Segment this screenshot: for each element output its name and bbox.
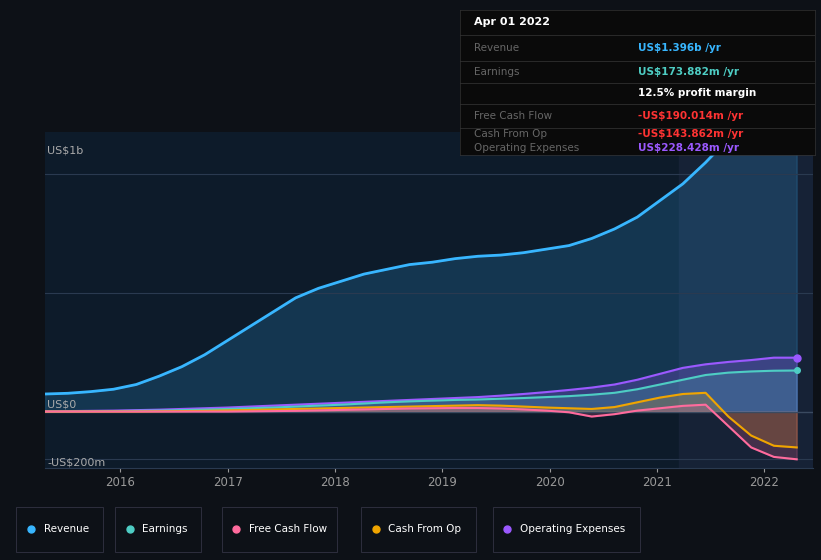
Text: -US$143.862m /yr: -US$143.862m /yr — [637, 129, 743, 139]
Text: Revenue: Revenue — [44, 524, 89, 534]
Text: US$228.428m /yr: US$228.428m /yr — [637, 143, 739, 153]
Text: Revenue: Revenue — [475, 44, 520, 53]
Text: Operating Expenses: Operating Expenses — [475, 143, 580, 153]
Text: US$0: US$0 — [48, 399, 76, 409]
Bar — [679, 132, 813, 468]
Text: Operating Expenses: Operating Expenses — [520, 524, 625, 534]
Text: US$1.396b /yr: US$1.396b /yr — [637, 44, 720, 53]
Text: -US$200m: -US$200m — [48, 458, 106, 468]
Text: Cash From Op: Cash From Op — [475, 129, 548, 139]
Text: Earnings: Earnings — [142, 524, 187, 534]
Text: 12.5% profit margin: 12.5% profit margin — [637, 88, 756, 99]
Text: Earnings: Earnings — [475, 67, 520, 77]
Text: Apr 01 2022: Apr 01 2022 — [475, 17, 550, 27]
Text: US$1b: US$1b — [48, 146, 84, 155]
Text: US$173.882m /yr: US$173.882m /yr — [637, 67, 739, 77]
Text: Cash From Op: Cash From Op — [388, 524, 461, 534]
Text: Free Cash Flow: Free Cash Flow — [249, 524, 327, 534]
Text: -US$190.014m /yr: -US$190.014m /yr — [637, 111, 743, 121]
Text: Free Cash Flow: Free Cash Flow — [475, 111, 553, 121]
